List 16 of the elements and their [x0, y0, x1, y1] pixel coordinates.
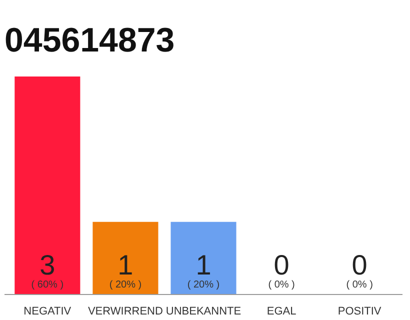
data-label: 0: [352, 250, 368, 280]
annotation: ( 20% ): [109, 280, 142, 290]
annotation: ( 60% ): [31, 280, 64, 290]
data-label: 1: [196, 250, 212, 280]
x-tick-label: VERWIRREND: [88, 306, 163, 318]
data-label: 1: [118, 250, 134, 280]
annotation: ( 20% ): [187, 280, 220, 290]
data-label: 3: [40, 250, 56, 280]
annotation: ( 0% ): [346, 280, 373, 290]
annotation: ( 0% ): [268, 280, 295, 290]
data-label: 0: [274, 250, 290, 280]
x-tick-label: UNBEKANNTE: [166, 306, 242, 318]
chart-title: 045614873: [4, 22, 175, 60]
x-tick-label: POSITIV: [338, 306, 382, 318]
x-tick-label: EGAL: [266, 306, 296, 318]
x-tick-label: NEGATIV: [24, 306, 72, 318]
